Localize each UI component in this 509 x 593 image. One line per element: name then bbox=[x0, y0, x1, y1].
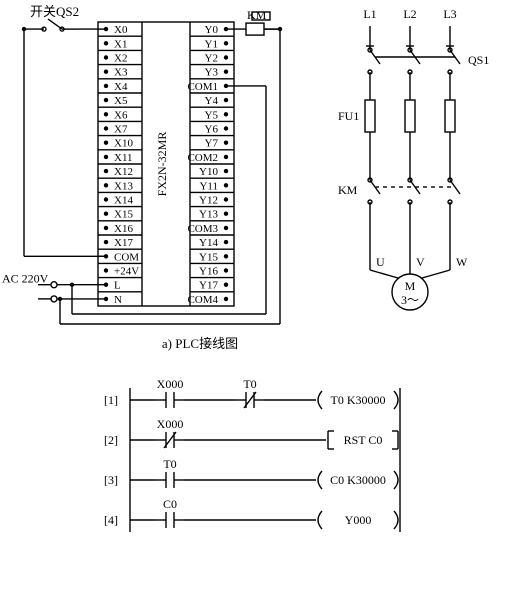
svg-text:Y000: Y000 bbox=[345, 513, 372, 527]
svg-text:Y13: Y13 bbox=[199, 209, 218, 221]
svg-text:X3: X3 bbox=[114, 67, 128, 79]
svg-text:a) PLC接线图: a) PLC接线图 bbox=[162, 336, 238, 351]
svg-text:T0: T0 bbox=[243, 377, 256, 391]
svg-text:C0: C0 bbox=[163, 497, 177, 511]
svg-text:KM: KM bbox=[247, 8, 267, 22]
svg-text:X14: X14 bbox=[114, 195, 133, 207]
svg-text:X0: X0 bbox=[114, 24, 128, 36]
svg-text:FU1: FU1 bbox=[338, 109, 359, 123]
svg-text:U: U bbox=[376, 255, 385, 269]
svg-text:Y4: Y4 bbox=[205, 95, 219, 107]
svg-text:T0: T0 bbox=[163, 457, 176, 471]
svg-text:Y10: Y10 bbox=[199, 166, 218, 178]
svg-text:COM1: COM1 bbox=[187, 81, 218, 93]
svg-text:+24V: +24V bbox=[114, 266, 139, 278]
svg-text:X6: X6 bbox=[114, 109, 128, 121]
svg-text:开关QS2: 开关QS2 bbox=[30, 4, 79, 19]
svg-text:3～: 3～ bbox=[401, 293, 419, 307]
svg-text:L: L bbox=[114, 280, 121, 292]
svg-text:[4]: [4] bbox=[104, 513, 118, 527]
svg-text:X000: X000 bbox=[157, 377, 184, 391]
svg-text:[3]: [3] bbox=[104, 473, 118, 487]
svg-text:COM2: COM2 bbox=[187, 152, 218, 164]
svg-text:Y15: Y15 bbox=[199, 251, 218, 263]
svg-text:X15: X15 bbox=[114, 209, 133, 221]
svg-text:Y12: Y12 bbox=[199, 195, 218, 207]
svg-text:Y0: Y0 bbox=[205, 24, 219, 36]
svg-text:RST C0: RST C0 bbox=[344, 433, 383, 447]
svg-text:X4: X4 bbox=[114, 81, 128, 93]
svg-text:X12: X12 bbox=[114, 166, 133, 178]
svg-text:X2: X2 bbox=[114, 53, 127, 65]
svg-text:W: W bbox=[456, 255, 468, 269]
svg-text:T0 K30000: T0 K30000 bbox=[331, 393, 386, 407]
svg-text:COM3: COM3 bbox=[187, 223, 218, 235]
svg-text:FX2N-32MR: FX2N-32MR bbox=[155, 132, 169, 197]
svg-text:Y14: Y14 bbox=[199, 237, 218, 249]
svg-text:L1: L1 bbox=[363, 7, 376, 21]
svg-text:C0 K30000: C0 K30000 bbox=[330, 473, 386, 487]
svg-text:AC 220V: AC 220V bbox=[2, 272, 49, 286]
svg-text:X11: X11 bbox=[114, 152, 133, 164]
svg-text:[1]: [1] bbox=[104, 393, 118, 407]
svg-text:X000: X000 bbox=[157, 417, 184, 431]
svg-text:L3: L3 bbox=[443, 7, 456, 21]
svg-text:COM4: COM4 bbox=[187, 294, 218, 306]
svg-text:COM: COM bbox=[114, 251, 139, 263]
svg-text:X13: X13 bbox=[114, 180, 133, 192]
svg-text:Y5: Y5 bbox=[205, 109, 219, 121]
svg-text:Y1: Y1 bbox=[205, 38, 218, 50]
svg-text:Y2: Y2 bbox=[205, 53, 218, 65]
svg-text:Y6: Y6 bbox=[205, 124, 219, 136]
svg-text:X17: X17 bbox=[114, 237, 133, 249]
svg-text:Y17: Y17 bbox=[199, 280, 218, 292]
svg-text:X7: X7 bbox=[114, 124, 128, 136]
svg-text:N: N bbox=[114, 294, 122, 306]
svg-text:Y7: Y7 bbox=[205, 138, 219, 150]
svg-text:L2: L2 bbox=[403, 7, 416, 21]
svg-text:X16: X16 bbox=[114, 223, 133, 235]
svg-text:KM: KM bbox=[338, 183, 358, 197]
svg-text:Y3: Y3 bbox=[205, 67, 219, 79]
svg-text:V: V bbox=[416, 255, 425, 269]
svg-text:QS1: QS1 bbox=[468, 53, 489, 67]
svg-text:X5: X5 bbox=[114, 95, 128, 107]
svg-text:X10: X10 bbox=[114, 138, 133, 150]
svg-text:Y11: Y11 bbox=[199, 180, 218, 192]
svg-text:X1: X1 bbox=[114, 38, 127, 50]
svg-text:Y16: Y16 bbox=[199, 266, 218, 278]
svg-text:M: M bbox=[405, 279, 416, 293]
svg-text:[2]: [2] bbox=[104, 433, 118, 447]
